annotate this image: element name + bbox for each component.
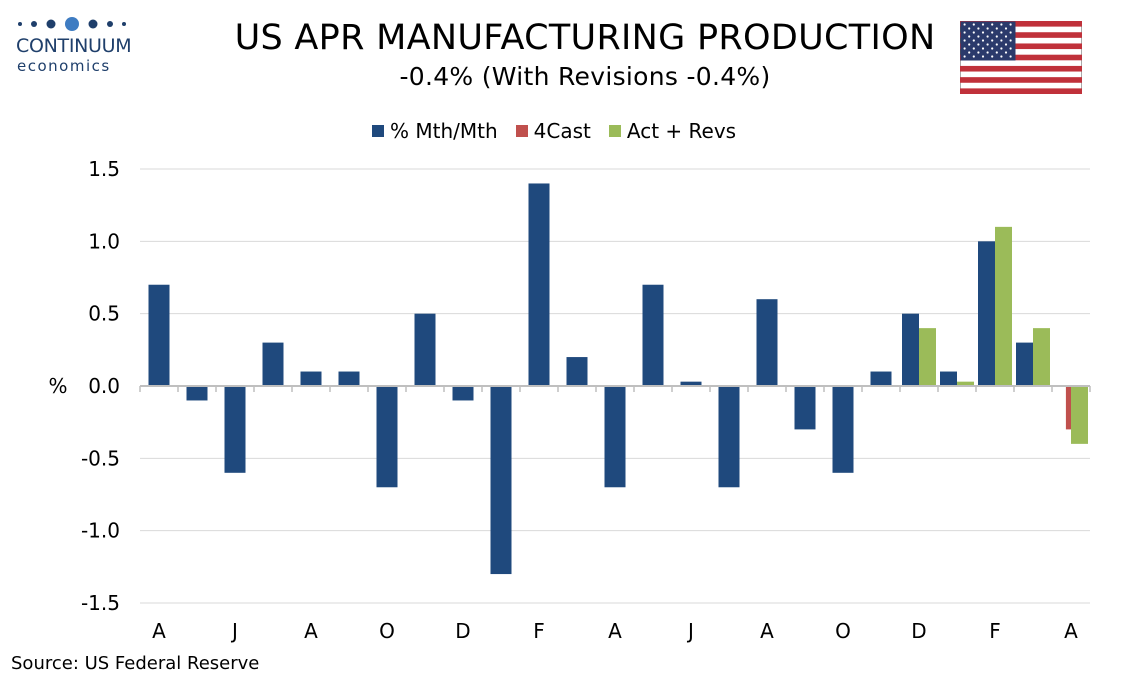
bar-chart: 1.5 1.0 0.5 0.0 -0.5 -1.0 -1.5% A J A O D F A J A O D F A xyxy=(0,0,1134,680)
bar-mth xyxy=(339,372,360,386)
bar-mth xyxy=(491,386,512,574)
source-note: Source: US Federal Reserve xyxy=(11,653,259,674)
bar-mth xyxy=(757,299,778,386)
bar-mth xyxy=(453,386,474,400)
bar-mth xyxy=(301,372,322,386)
bar-mth xyxy=(978,241,995,386)
bar-mth xyxy=(871,372,892,386)
bar-mth xyxy=(833,386,854,473)
bar-mth xyxy=(149,285,170,386)
y-tick-label: -1.0 xyxy=(81,519,120,543)
x-tick-label: A xyxy=(304,619,318,643)
bar-mth xyxy=(940,372,957,386)
bar-mth xyxy=(187,386,208,400)
bar-mth xyxy=(1016,343,1033,386)
x-tick-label: J xyxy=(686,619,694,643)
y-tick-label: -1.5 xyxy=(81,591,120,615)
bar-mth xyxy=(225,386,246,473)
x-tick-label: J xyxy=(230,619,238,643)
x-tick-label: O xyxy=(835,619,851,643)
x-tick-label: F xyxy=(533,619,545,643)
bar-forecast xyxy=(1066,386,1071,429)
bar-mth xyxy=(263,343,284,386)
y-tick-label: 1.0 xyxy=(88,229,120,253)
bar-mth xyxy=(605,386,626,487)
bar-mth xyxy=(529,183,550,386)
x-tick-label: A xyxy=(152,619,166,643)
bar-mth xyxy=(902,314,919,386)
y-tick-label: 0.0 xyxy=(88,374,120,398)
bar-mth xyxy=(377,386,398,487)
bar-mth xyxy=(795,386,816,429)
bar-mth xyxy=(643,285,664,386)
x-tick-label: A xyxy=(608,619,622,643)
bar-mth xyxy=(567,357,588,386)
x-tick-label: A xyxy=(1064,619,1078,643)
y-tick-label: -0.5 xyxy=(81,446,120,470)
x-tick-label: D xyxy=(455,619,470,643)
x-tick-label: D xyxy=(911,619,926,643)
x-tick-label: F xyxy=(989,619,1001,643)
bar-actual xyxy=(1071,386,1088,444)
bar-actual xyxy=(919,328,936,386)
x-tick-label: O xyxy=(379,619,395,643)
y-tick-label: 1.5 xyxy=(88,157,120,181)
x-tick-label: A xyxy=(760,619,774,643)
bar-mth xyxy=(719,386,740,487)
bar-actual xyxy=(995,227,1012,386)
bar-actual xyxy=(1033,328,1050,386)
y-tick-label: 0.5 xyxy=(88,302,120,326)
bar-mth xyxy=(415,314,436,386)
y-axis-label: % xyxy=(48,374,67,398)
